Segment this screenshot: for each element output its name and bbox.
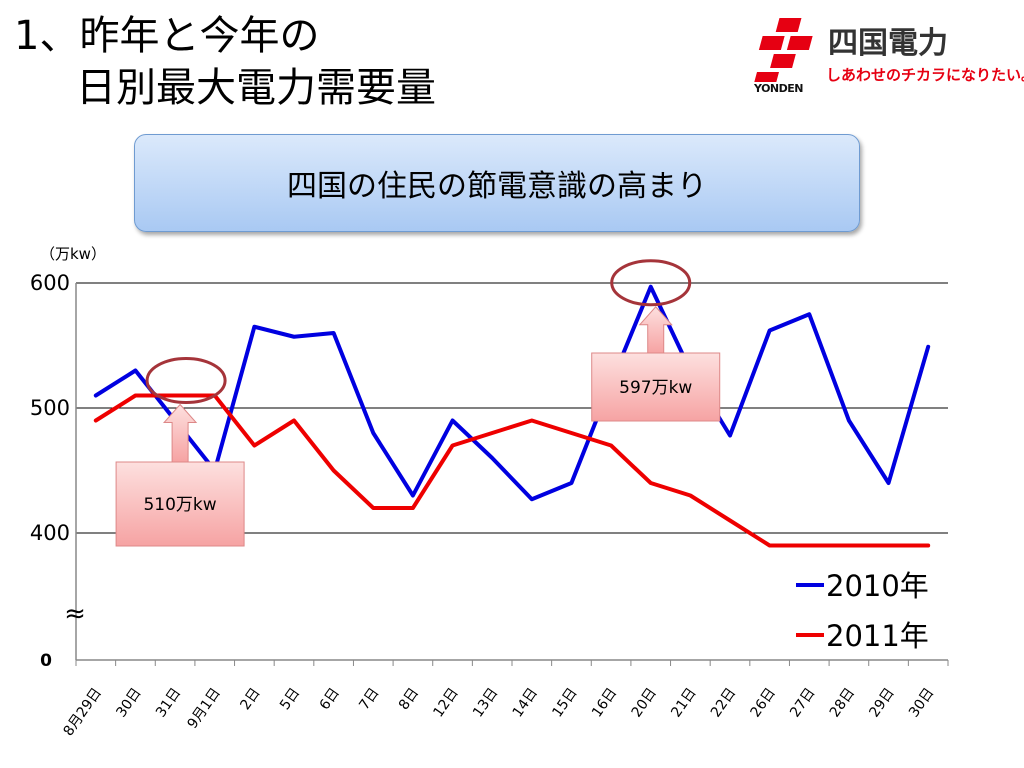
x-tick-label: 30日	[906, 685, 937, 720]
callout-label-0: 510万kw	[143, 495, 216, 515]
slide-title-line1: 1、昨年と今年の	[14, 13, 320, 59]
legend-label-1: 2011年	[826, 619, 929, 653]
annotations: 510万kw 597万kw	[115, 259, 721, 547]
x-tick-label: 8月29日	[61, 685, 106, 739]
slide-title-line2: 日別最大電力需要量	[76, 65, 436, 111]
callout-label-1: 597万kw	[619, 378, 692, 398]
callout-box-1	[591, 352, 721, 422]
x-tick-label: 2日	[237, 685, 263, 713]
y-tick-label: 400	[30, 521, 70, 545]
x-tick-label: 8日	[396, 685, 422, 713]
yonden-logo-icon	[754, 18, 813, 82]
x-tick-label: 12日	[430, 685, 461, 720]
x-tick-label: 30日	[113, 685, 144, 720]
axes: ≈	[64, 283, 949, 666]
y-tick-label: 500	[30, 396, 70, 420]
x-tick-label: 15日	[549, 685, 580, 720]
callout-arrow-1	[638, 305, 673, 354]
x-tick-label: 26日	[748, 685, 779, 720]
x-tick-label: 27日	[787, 685, 818, 720]
unit-label: （万kw）	[40, 245, 106, 263]
series-line-1	[93, 393, 931, 548]
logo-name: 四国電力	[828, 26, 948, 61]
highlight-ellipse-0	[145, 357, 227, 404]
y-tick-labels: 600 500 400 0	[30, 271, 70, 671]
legend: 2010年 2011年	[796, 569, 929, 653]
x-tick-label: 16日	[589, 685, 620, 720]
x-tick-label: 9月1日	[185, 685, 224, 732]
axis-break-icon: ≈	[64, 599, 86, 629]
callout-box-0	[115, 461, 245, 547]
x-tick-label: 13日	[470, 685, 501, 720]
banner-text: 四国の住民の節電意識の高まり	[287, 169, 707, 204]
x-tick-label: 5日	[277, 685, 303, 713]
x-tick-label: 28日	[827, 685, 858, 720]
highlight-ellipse-1	[610, 259, 692, 307]
series-line-0	[93, 284, 931, 502]
slide-title: 1、昨年と今年の 日別最大電力需要量	[14, 10, 436, 114]
x-tick-label: 6日	[317, 685, 343, 713]
x-tick-label: 29日	[866, 685, 897, 720]
x-tick-labels: 8月29日 30日 31日 9月1日 2日 5日 6日 7日 8日 12日 13日 14日 15日 16日…	[61, 685, 938, 739]
x-tick-label: 31日	[153, 685, 184, 720]
x-tick-label: 21日	[668, 685, 699, 720]
y-tick-label-zero: 0	[40, 651, 52, 671]
logo-latin: YONDEN	[754, 82, 803, 95]
x-tick-label: 22日	[708, 685, 739, 720]
x-tick-label: 20日	[629, 685, 660, 720]
legend-label-0: 2010年	[826, 569, 929, 603]
x-tick-label: 7日	[356, 685, 382, 713]
x-tick-label: 14日	[510, 685, 541, 720]
series-lines	[93, 284, 931, 548]
y-tick-label: 600	[30, 271, 70, 295]
logo-slogan: しあわせのチカラになりたい。	[826, 66, 1024, 84]
banner: 四国の住民の節電意識の高まり	[134, 134, 860, 232]
